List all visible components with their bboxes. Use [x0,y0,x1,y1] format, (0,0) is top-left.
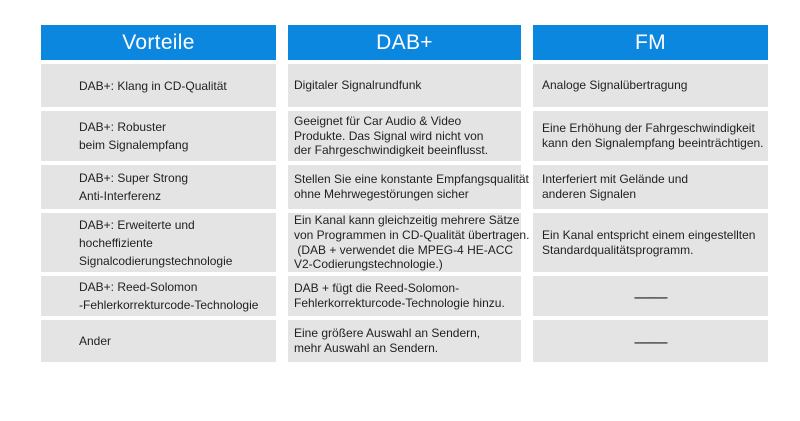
cell-fm-row3: Interferiert mit Gelände und anderen Sig… [533,165,768,209]
cell-vorteile-row5: DAB+: Reed-Solomon -Fehlerkorrekturcode-… [41,276,276,316]
cell-fm-row6-empty-dash: —— [533,320,768,362]
dash-mark: —— [634,286,668,306]
cell-text: Stellen Sie eine konstante Empfangsquali… [294,172,529,201]
cell-fm-row2: Eine Erhöhung der Fahrgeschwindigkeit ka… [533,111,768,161]
cell-dab-row1: Digitaler Signalrundfunk [288,64,521,107]
cell-text: DAB + fügt die Reed-Solomon- Fehlerkorre… [294,281,505,310]
cell-text: DAB+: Erweiterte und hocheffiziente Sign… [79,217,233,268]
cell-vorteile-row6: Ander [41,320,276,362]
cell-text: Analoge Signalübertragung [542,78,688,93]
cell-text: Ein Kanal entspricht einem eingestellten… [542,227,756,257]
cell-text: Digitaler Signalrundfunk [294,78,422,93]
cell-dab-row3: Stellen Sie eine konstante Empfangsquali… [288,165,529,209]
cell-text: Ander [79,334,112,348]
cell-text: DAB+: Robuster beim Signalempfang [79,120,189,152]
cell-text: Interferiert mit Gelände und anderen Sig… [542,172,689,201]
cell-vorteile-row2: DAB+: Robuster beim Signalempfang [41,111,276,161]
cell-text: Eine größere Auswahl an Sendern, mehr Au… [294,326,481,355]
column-header-dab: DAB+ [288,25,521,60]
table-grid: Vorteile DAB+ FM DAB+: Klang in CD-Quali… [41,25,768,362]
cell-dab-row2: Geeignet für Car Audio & Video Produkte.… [288,111,521,161]
cell-dab-row4: Ein Kanal kann gleichzeitig mehrere Sätz… [288,213,529,272]
column-header-fm: FM [533,25,768,60]
cell-vorteile-row4: DAB+: Erweiterte und hocheffiziente Sign… [41,213,276,272]
cell-dab-row5: DAB + fügt die Reed-Solomon- Fehlerkorre… [288,276,521,316]
cell-text: Eine Erhöhung der Fahrgeschwindigkeit ka… [542,121,764,150]
cell-text: Ein Kanal kann gleichzeitig mehrere Sätz… [294,213,530,272]
cell-text: Geeignet für Car Audio & Video Produkte.… [294,114,489,158]
cell-text: DAB+: Klang in CD-Qualität [79,78,227,93]
cell-vorteile-row3: DAB+: Super Strong Anti-Interferenz [41,165,276,209]
cell-fm-row1: Analoge Signalübertragung [533,64,768,107]
cell-text: DAB+: Reed-Solomon -Fehlerkorrekturcode-… [79,280,259,312]
column-header-vorteile: Vorteile [41,25,276,60]
cell-dab-row6: Eine größere Auswahl an Sendern, mehr Au… [288,320,521,362]
cell-vorteile-row1: DAB+: Klang in CD-Qualität [41,64,276,107]
cell-text: DAB+: Super Strong Anti-Interferenz [79,171,189,203]
dash-mark: —— [634,331,668,351]
cell-fm-row5-empty-dash: —— [533,276,768,316]
cell-fm-row4: Ein Kanal entspricht einem eingestellten… [533,213,768,272]
